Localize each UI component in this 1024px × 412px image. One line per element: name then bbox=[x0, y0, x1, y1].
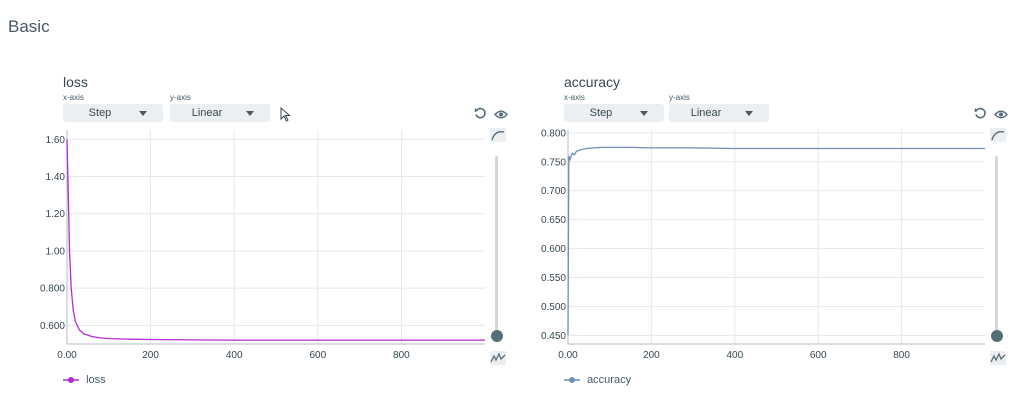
legend-marker-icon bbox=[63, 377, 79, 384]
y-tick-label: 1.40 bbox=[46, 172, 66, 183]
x-tick-label: 400 bbox=[726, 350, 743, 361]
y-axis-caption: y-axis bbox=[170, 93, 191, 102]
y-axis-select-value: Linear bbox=[690, 107, 722, 119]
cursor-icon bbox=[280, 106, 291, 127]
y-tick-label: 0.800 bbox=[541, 128, 566, 139]
smoothing-slider-track[interactable] bbox=[995, 156, 998, 334]
x-tick-label: 200 bbox=[643, 350, 660, 361]
undo-icon[interactable] bbox=[974, 107, 987, 122]
x-tick-label: 800 bbox=[893, 350, 910, 361]
chart-panel-loss: loss x-axis y-axis Step Linear 0.00 200 40… bbox=[0, 72, 508, 402]
legend-marker-icon bbox=[564, 377, 580, 384]
chevron-down-icon bbox=[139, 111, 147, 116]
series-line-loss bbox=[66, 139, 485, 341]
raw-data-icon[interactable] bbox=[990, 351, 1006, 367]
y-axis-select-value: Linear bbox=[191, 107, 223, 119]
y-tick-label: 1.00 bbox=[46, 246, 66, 257]
smoothing-icon[interactable] bbox=[990, 128, 1006, 144]
chevron-down-icon bbox=[745, 111, 753, 116]
x-tick-label: 0.00 bbox=[57, 350, 77, 361]
x-tick-label: 400 bbox=[226, 350, 243, 361]
y-tick-label: 1.20 bbox=[46, 209, 66, 220]
y-tick-label: 0.800 bbox=[40, 284, 65, 295]
eye-icon[interactable] bbox=[994, 108, 1008, 122]
accuracy-chart: 0.00 200 400 600 800 0.450 0.500 0.550 0.600 0.65… bbox=[541, 128, 985, 361]
y-tick-label: 0.700 bbox=[541, 186, 566, 197]
y-tick-label: 0.600 bbox=[40, 321, 65, 332]
undo-icon[interactable] bbox=[474, 107, 487, 122]
y-tick-label: 0.550 bbox=[541, 273, 566, 284]
x-axis-select-value: Step bbox=[88, 107, 112, 119]
x-axis-select[interactable]: Step bbox=[564, 104, 664, 122]
chevron-down-icon bbox=[246, 111, 254, 116]
chart-title: accuracy bbox=[564, 74, 621, 90]
y-tick-label: 0.650 bbox=[541, 215, 566, 226]
legend-item-loss[interactable]: loss bbox=[63, 374, 106, 386]
legend-item-accuracy[interactable]: accuracy bbox=[564, 374, 631, 386]
smoothing-slider-knob[interactable] bbox=[491, 330, 503, 342]
y-tick-label: 0.750 bbox=[541, 157, 566, 168]
chart-panel-accuracy: accuracy x-axis y-axis Step Linear 0.00 2… bbox=[500, 72, 1008, 402]
x-axis-select-value: Step bbox=[589, 107, 613, 119]
chart-title: loss bbox=[63, 74, 88, 90]
y-tick-label: 0.600 bbox=[541, 244, 566, 255]
y-tick-label: 0.450 bbox=[541, 331, 566, 342]
section-title: Basic bbox=[8, 17, 50, 36]
series-line-accuracy bbox=[567, 146, 985, 336]
x-tick-label: 200 bbox=[142, 350, 159, 361]
x-tick-label: 600 bbox=[810, 350, 827, 361]
chevron-down-icon bbox=[640, 111, 648, 116]
loss-chart: 0.00 200 400 600 800 0.600 0.800 1.00 1.20 1.40 1.… bbox=[40, 130, 485, 361]
x-tick-label: 600 bbox=[309, 350, 326, 361]
y-axis-select[interactable]: Linear bbox=[669, 104, 769, 122]
legend-label: loss bbox=[86, 374, 106, 386]
x-axis-select[interactable]: Step bbox=[63, 104, 163, 122]
y-axis-caption: y-axis bbox=[669, 93, 690, 102]
y-tick-label: 0.500 bbox=[541, 302, 566, 313]
x-tick-label: 800 bbox=[393, 350, 410, 361]
raw-data-icon[interactable] bbox=[490, 351, 506, 367]
smoothing-slider-track[interactable] bbox=[495, 156, 498, 334]
x-axis-caption: x-axis bbox=[63, 93, 84, 102]
x-tick-label: 0.00 bbox=[558, 350, 578, 361]
smoothing-icon[interactable] bbox=[490, 128, 506, 144]
eye-icon[interactable] bbox=[494, 108, 508, 122]
legend-label: accuracy bbox=[587, 374, 632, 386]
y-tick-label: 1.60 bbox=[46, 135, 66, 146]
smoothing-slider-knob[interactable] bbox=[991, 330, 1003, 342]
x-axis-caption: x-axis bbox=[564, 93, 585, 102]
y-axis-select[interactable]: Linear bbox=[170, 104, 270, 122]
